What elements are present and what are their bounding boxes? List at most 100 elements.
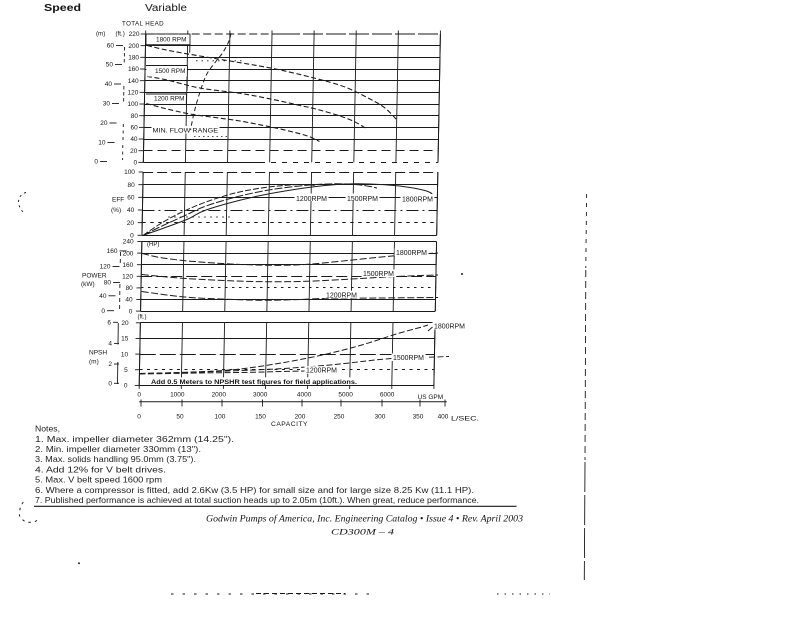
svg-text:30: 30 — [103, 101, 111, 108]
svg-text:220: 220 — [129, 31, 140, 38]
svg-text:60: 60 — [107, 43, 115, 50]
svg-text:POWER: POWER — [82, 273, 107, 280]
svg-text:5: 5 — [124, 367, 128, 374]
svg-text:4000: 4000 — [297, 391, 312, 398]
svg-text:3. Max. solids handling 95.0mm: 3. Max. solids handling 95.0mm (3.75"). — [35, 454, 196, 464]
svg-text:(m): (m) — [96, 31, 105, 38]
svg-text:7. Published performance is ac: 7. Published performance is achieved at … — [35, 495, 479, 505]
svg-text:Speed: Speed — [44, 3, 81, 14]
svg-text:100: 100 — [124, 169, 135, 176]
svg-text:1800RPM: 1800RPM — [396, 250, 427, 257]
svg-text:3000: 3000 — [253, 391, 268, 398]
svg-text:400: 400 — [438, 413, 449, 420]
svg-text:1500 RPM: 1500 RPM — [155, 68, 186, 75]
svg-text:0: 0 — [101, 308, 105, 315]
svg-text:(%): (%) — [111, 207, 121, 214]
svg-text:US GPM: US GPM — [418, 394, 444, 401]
svg-text:0: 0 — [124, 383, 128, 390]
svg-text:1200RPM: 1200RPM — [296, 196, 327, 203]
svg-text:40: 40 — [105, 81, 113, 88]
svg-text:6: 6 — [107, 320, 111, 327]
svg-text:Add 0.5 Meters to NPSHR test f: Add 0.5 Meters to NPSHR test figures for… — [151, 379, 357, 386]
svg-text:80: 80 — [131, 113, 139, 120]
svg-text:5000: 5000 — [338, 391, 353, 398]
svg-text:120: 120 — [122, 274, 133, 281]
svg-text:250: 250 — [334, 413, 345, 420]
svg-text:0: 0 — [94, 159, 98, 166]
svg-text:6000: 6000 — [380, 391, 395, 398]
svg-text:160: 160 — [107, 248, 118, 255]
svg-text:1200 RPM: 1200 RPM — [154, 96, 185, 103]
svg-text:200: 200 — [128, 43, 139, 50]
svg-text:Variable: Variable — [145, 3, 188, 14]
svg-text:50: 50 — [106, 62, 114, 69]
svg-text:100: 100 — [215, 413, 226, 420]
svg-text:CAPACITY: CAPACITY — [271, 421, 308, 428]
svg-text:80: 80 — [127, 182, 135, 189]
svg-text:4. Add 12% for V belt drives.: 4. Add 12% for V belt drives. — [35, 464, 166, 474]
svg-text:2. Min. impeller diameter 330m: 2. Min. impeller diameter 330mm (13"). — [35, 444, 201, 454]
svg-text:0: 0 — [137, 413, 141, 420]
svg-text:1. Max. impeller diameter 362m: 1. Max. impeller diameter 362mm (14.25")… — [35, 434, 234, 444]
svg-text:(kW): (kW) — [81, 281, 95, 288]
svg-text:EFF: EFF — [112, 197, 124, 204]
svg-text:2000: 2000 — [212, 391, 227, 398]
svg-text:180: 180 — [128, 55, 139, 62]
svg-text:10: 10 — [121, 351, 129, 358]
svg-text:1500RPM: 1500RPM — [393, 355, 424, 362]
svg-text:2: 2 — [108, 361, 112, 368]
svg-text:0: 0 — [108, 381, 112, 388]
svg-text:20: 20 — [127, 220, 135, 227]
svg-text:(HP): (HP) — [147, 242, 159, 248]
svg-text:200: 200 — [295, 413, 306, 420]
svg-text:1200RPM: 1200RPM — [306, 368, 337, 375]
svg-text:NPSH: NPSH — [89, 350, 107, 357]
svg-text:(ft.): (ft.) — [116, 31, 125, 38]
svg-text:40: 40 — [99, 293, 107, 300]
svg-text:(ft.): (ft.) — [138, 315, 147, 321]
svg-text:350: 350 — [413, 413, 424, 420]
svg-text:120: 120 — [100, 264, 111, 271]
svg-text:0: 0 — [129, 308, 133, 315]
svg-text:15: 15 — [121, 336, 129, 343]
svg-text:40: 40 — [130, 136, 138, 143]
svg-text:Notes,: Notes, — [35, 424, 60, 434]
svg-text:1800RPM: 1800RPM — [402, 197, 433, 204]
svg-text:1800 RPM: 1800 RPM — [156, 37, 187, 44]
svg-text:4: 4 — [108, 341, 112, 348]
svg-text:20: 20 — [121, 320, 129, 327]
svg-text:160: 160 — [122, 262, 133, 269]
svg-text:80: 80 — [104, 280, 112, 287]
svg-text:0: 0 — [137, 391, 141, 398]
svg-text:20: 20 — [100, 120, 108, 127]
svg-text:10: 10 — [98, 140, 106, 147]
svg-text:120: 120 — [128, 90, 139, 97]
svg-text:1800RPM: 1800RPM — [434, 324, 465, 331]
svg-text:1500RPM: 1500RPM — [347, 196, 378, 203]
svg-text:50: 50 — [176, 413, 184, 420]
svg-text:1000: 1000 — [170, 391, 185, 398]
svg-text:100: 100 — [127, 101, 138, 108]
svg-text:80: 80 — [126, 285, 134, 292]
svg-text:(m): (m) — [89, 359, 99, 366]
svg-text:1500RPM: 1500RPM — [363, 271, 394, 278]
svg-text:MIN. FLOW RANGE: MIN. FLOW RANGE — [153, 127, 219, 134]
svg-text:40: 40 — [125, 297, 133, 304]
svg-text:300: 300 — [375, 413, 386, 420]
svg-text:200: 200 — [123, 250, 134, 257]
svg-text:0: 0 — [130, 233, 134, 240]
svg-text:CD300M – 4: CD300M – 4 — [331, 527, 395, 537]
svg-text:L/SEC.: L/SEC. — [451, 415, 479, 422]
svg-text:40: 40 — [127, 207, 135, 214]
svg-text:160: 160 — [128, 66, 139, 73]
svg-text:150: 150 — [255, 413, 266, 420]
svg-text:6. Where a compressor is fitte: 6. Where a compressor is fitted, add 2.6… — [35, 485, 474, 495]
svg-text:60: 60 — [131, 125, 139, 132]
svg-text:60: 60 — [127, 195, 135, 202]
svg-text:Godwin Pumps of America, Inc.: Godwin Pumps of America, Inc. Engineerin… — [206, 514, 524, 524]
svg-text:5. Max. V belt speed 1600 rpm: 5. Max. V belt speed 1600 rpm — [35, 475, 162, 485]
svg-text:0: 0 — [134, 160, 138, 167]
svg-text:240: 240 — [123, 239, 134, 246]
svg-text:20: 20 — [130, 148, 138, 155]
svg-text:1200RPM: 1200RPM — [326, 292, 357, 299]
